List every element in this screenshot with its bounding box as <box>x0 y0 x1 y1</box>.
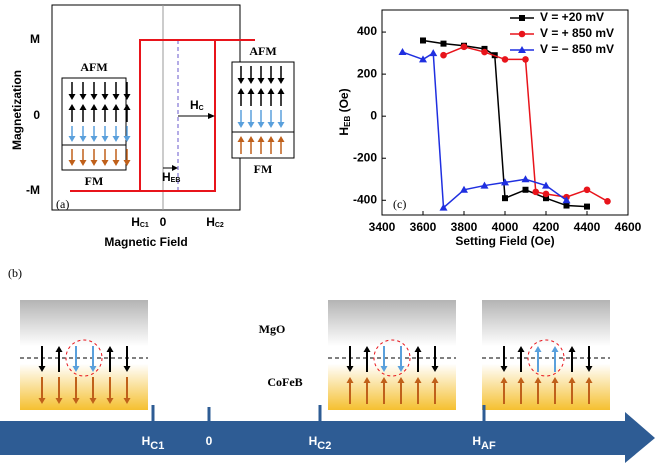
point <box>564 203 570 209</box>
panel-a: HC HEB M 0 -M HC1 0 HC2 Magnetic Field M… <box>10 5 294 249</box>
hc-sub: C <box>199 105 204 112</box>
point <box>440 52 447 59</box>
legend-marker <box>519 31 526 38</box>
x-tick-label: 4600 <box>615 220 642 234</box>
point <box>399 48 407 55</box>
point <box>584 204 590 210</box>
y-tick-label: -200 <box>353 150 377 164</box>
arrow-head <box>208 113 215 119</box>
legend-marker <box>519 15 525 21</box>
x-tick-label: 0 <box>160 215 167 229</box>
heb-label: HEB <box>162 170 180 184</box>
x-tick: H <box>131 215 140 229</box>
afm-label: AFM <box>249 44 276 58</box>
axis-label-sub: AF <box>481 440 496 452</box>
point <box>481 49 488 56</box>
point <box>522 56 529 63</box>
y-tick-label: -400 <box>353 192 377 206</box>
stack-box <box>328 300 456 410</box>
axis-label-sub: C2 <box>317 440 331 452</box>
panel-label: (b) <box>8 266 22 280</box>
point <box>604 198 611 205</box>
point <box>441 41 447 47</box>
point <box>502 56 509 63</box>
x-tick-sub: C2 <box>215 222 224 229</box>
hc-label: HC <box>190 98 204 112</box>
point <box>523 187 529 193</box>
y-tick-label: -M <box>26 183 40 197</box>
heb: H <box>162 170 171 184</box>
stack-box <box>20 300 148 410</box>
fm-label: FM <box>254 162 273 176</box>
ylabel-unit: (Oe) <box>337 88 351 115</box>
point <box>532 189 539 196</box>
panel-label: (c) <box>393 197 406 211</box>
x-tick-label: 3400 <box>369 220 396 234</box>
y-tick-label: 0 <box>370 108 377 122</box>
panel-c: Setting Field (Oe) HEB (Oe) (c) 3400 3600… <box>337 10 641 248</box>
stack-box <box>482 300 610 410</box>
x-tick-sub: C1 <box>140 222 149 229</box>
x-axis-label: Magnetic Field <box>104 235 187 249</box>
legend-label: V = + 850 mV <box>540 26 614 40</box>
legend-label: V = − 850 mV <box>540 42 614 56</box>
axis-label-main: 0 <box>206 434 213 448</box>
y-tick-label: 400 <box>357 24 377 38</box>
heb-sub: EB <box>171 177 181 184</box>
afm-label: AFM <box>80 60 107 74</box>
y-tick-label: 0 <box>33 108 40 122</box>
y-tick-label: 200 <box>357 66 377 80</box>
x-tick-label: 4400 <box>574 220 601 234</box>
x-tick-label: HC2 <box>206 215 224 229</box>
hc: H <box>190 98 199 112</box>
y-axis-label: Magnetization <box>10 70 24 150</box>
point <box>461 43 468 50</box>
arrow-head <box>172 165 178 171</box>
ylabel-main: H <box>337 127 351 136</box>
cofeb-label: CoFeB <box>267 375 302 389</box>
x-tick-label: 4000 <box>492 220 519 234</box>
panel-label: (a) <box>56 197 69 211</box>
figure: HC HEB M 0 -M HC1 0 HC2 Magnetic Field M… <box>0 0 657 465</box>
legend-label: V = +20 mV <box>540 10 604 24</box>
point <box>522 175 530 182</box>
y-axis-label: HEB (Oe) <box>337 88 352 135</box>
mgo-label: MgO <box>259 322 286 336</box>
field-axis <box>0 412 655 463</box>
point <box>584 186 591 193</box>
point <box>543 191 550 198</box>
x-axis-label: Setting Field (Oe) <box>455 234 554 248</box>
fm-label: FM <box>85 174 104 188</box>
x-tick: H <box>206 215 215 229</box>
axis-label-sub: C1 <box>150 440 164 452</box>
y-tick-label: M <box>30 32 40 46</box>
point <box>420 37 426 43</box>
axis-label-main: H <box>142 434 151 448</box>
point <box>502 195 508 201</box>
point <box>429 49 437 56</box>
axis-label-main: H <box>472 434 481 448</box>
x-tick-label: 4200 <box>533 220 560 234</box>
axis-label: 0 <box>206 434 213 448</box>
ylabel-sub: EB <box>343 116 352 127</box>
x-tick-label: 3800 <box>451 220 478 234</box>
x-tick-label: HC1 <box>131 215 149 229</box>
x-tick-label: 3600 <box>410 220 437 234</box>
axis-label-main: H <box>309 434 318 448</box>
